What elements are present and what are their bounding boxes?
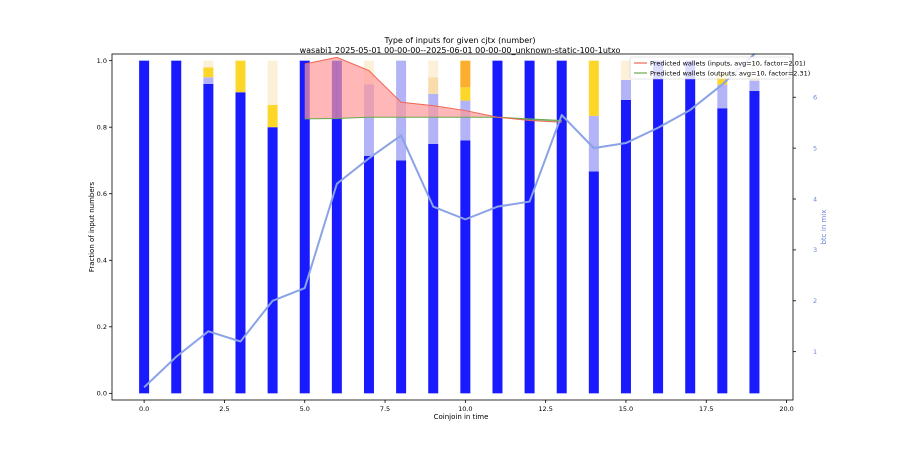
bar-segment-15-0 bbox=[620, 99, 631, 394]
bar-segment-3-1 bbox=[235, 60, 246, 93]
line-layer bbox=[143, 53, 756, 389]
bar-segment-2-0 bbox=[203, 83, 214, 394]
bar-segment-8-0 bbox=[396, 160, 407, 394]
x-tick-label: 15.0 bbox=[619, 405, 633, 413]
y2-tick-label: 6 bbox=[813, 94, 817, 102]
bar-segment-10-3 bbox=[460, 60, 471, 88]
predicted-outputs-line bbox=[304, 116, 562, 122]
y-tick-label: 1.0 bbox=[97, 57, 107, 65]
bar-segment-15-2 bbox=[620, 60, 631, 80]
bar-segment-0-0 bbox=[139, 60, 150, 394]
bar-segment-9-3 bbox=[428, 60, 439, 78]
bar-segment-11-0 bbox=[492, 60, 503, 394]
bar-segment-14-1 bbox=[588, 115, 599, 172]
y2-tick-label: 5 bbox=[813, 144, 817, 152]
bar-segment-5-0 bbox=[299, 60, 310, 394]
y2-axis-label: btc in mix bbox=[820, 210, 828, 245]
prediction-gap-fill-2 bbox=[368, 70, 402, 118]
bar-segment-18-1 bbox=[717, 84, 728, 109]
bar-segment-9-2 bbox=[428, 77, 439, 94]
bar-segment-17-0 bbox=[685, 60, 696, 394]
prediction-gap-fill-4 bbox=[433, 105, 466, 118]
y-tick-label: 0.8 bbox=[97, 123, 107, 131]
bar-segment-18-0 bbox=[717, 108, 728, 394]
bar-segment-4-1 bbox=[267, 104, 278, 128]
legend-label-outputs: Predicted wallets (outputs, avg=10, fact… bbox=[650, 70, 810, 78]
x-axis: 0.0 2.5 5.0 7.5 10.0 12.5 15.0 17.5 20.0 bbox=[139, 400, 794, 413]
x-tick-label: 7.5 bbox=[380, 405, 390, 413]
bar-segment-3-0 bbox=[235, 92, 246, 394]
y-tick-label: 0.0 bbox=[97, 390, 107, 398]
bar-segment-2-2 bbox=[203, 67, 214, 78]
bar-segment-19-0 bbox=[749, 90, 760, 394]
prediction-gap-fill-3 bbox=[401, 102, 434, 118]
bar-segment-7-1 bbox=[363, 84, 374, 156]
x-tick-label: 10.0 bbox=[458, 405, 472, 413]
x-tick-label: 0.0 bbox=[139, 405, 149, 413]
y2-tick-label: 2 bbox=[813, 297, 817, 305]
legend-box bbox=[629, 56, 791, 80]
x-tick-label: 20.0 bbox=[779, 405, 793, 413]
x-axis-label: Coinjoin in time bbox=[434, 413, 489, 421]
prediction-gap-fill-1 bbox=[336, 57, 369, 119]
bar-segment-6-0 bbox=[331, 60, 342, 394]
btc-in-mix-line bbox=[143, 53, 756, 389]
plot-frame bbox=[111, 53, 794, 401]
bar-segment-15-1 bbox=[620, 79, 631, 100]
y-tick-label: 0.2 bbox=[97, 323, 107, 331]
y2-axis: 1 2 3 4 5 6 bbox=[793, 94, 817, 356]
y-axis: 0.0 0.2 0.4 0.6 0.8 1.0 bbox=[97, 57, 112, 398]
bar-segment-2-1 bbox=[203, 77, 214, 84]
bar-segment-4-2 bbox=[267, 60, 278, 105]
bar-segment-1-0 bbox=[171, 60, 182, 394]
bar-segment-7-0 bbox=[363, 155, 374, 394]
bar-segment-10-1 bbox=[460, 100, 471, 141]
y-tick-label: 0.6 bbox=[97, 190, 107, 198]
bar-segment-9-1 bbox=[428, 93, 439, 144]
bar-segment-10-0 bbox=[460, 140, 471, 394]
chart-title-line2: wasabi1 2025-05-01 00-00-00--2025-06-01 … bbox=[300, 46, 621, 55]
bar-segment-12-0 bbox=[524, 60, 535, 394]
predicted-inputs-line bbox=[304, 56, 562, 123]
bar-segment-19-1 bbox=[749, 80, 760, 91]
x-tick-label: 12.5 bbox=[538, 405, 552, 413]
bar-segment-14-2 bbox=[588, 60, 599, 116]
legend-label-inputs: Predicted wallets (inputs, avg=10, facto… bbox=[650, 60, 806, 68]
y2-tick-label: 3 bbox=[813, 246, 817, 254]
y2-tick-label: 1 bbox=[813, 348, 817, 356]
prediction-gap-fill-0 bbox=[304, 57, 337, 119]
legend: Predicted wallets (inputs, avg=10, facto… bbox=[629, 56, 810, 80]
bar-segment-2-3 bbox=[203, 60, 214, 68]
y-tick-label: 0.4 bbox=[97, 257, 107, 265]
chart-title-line1: Type of inputs for given cjtx (number) bbox=[383, 36, 535, 45]
x-tick-label: 2.5 bbox=[219, 405, 229, 413]
x-tick-label: 17.5 bbox=[699, 405, 713, 413]
bar-segment-9-0 bbox=[428, 143, 439, 394]
bar-segment-10-2 bbox=[460, 87, 471, 101]
y2-tick-label: 4 bbox=[813, 195, 817, 203]
bar-segment-4-0 bbox=[267, 127, 278, 394]
bar-segment-13-0 bbox=[556, 60, 567, 394]
bar-segment-14-0 bbox=[588, 171, 599, 394]
bar-layer bbox=[139, 60, 760, 394]
y-axis-label: Fraction of input numbers bbox=[88, 181, 96, 272]
x-tick-label: 5.0 bbox=[300, 405, 310, 413]
bar-segment-16-0 bbox=[653, 60, 664, 394]
